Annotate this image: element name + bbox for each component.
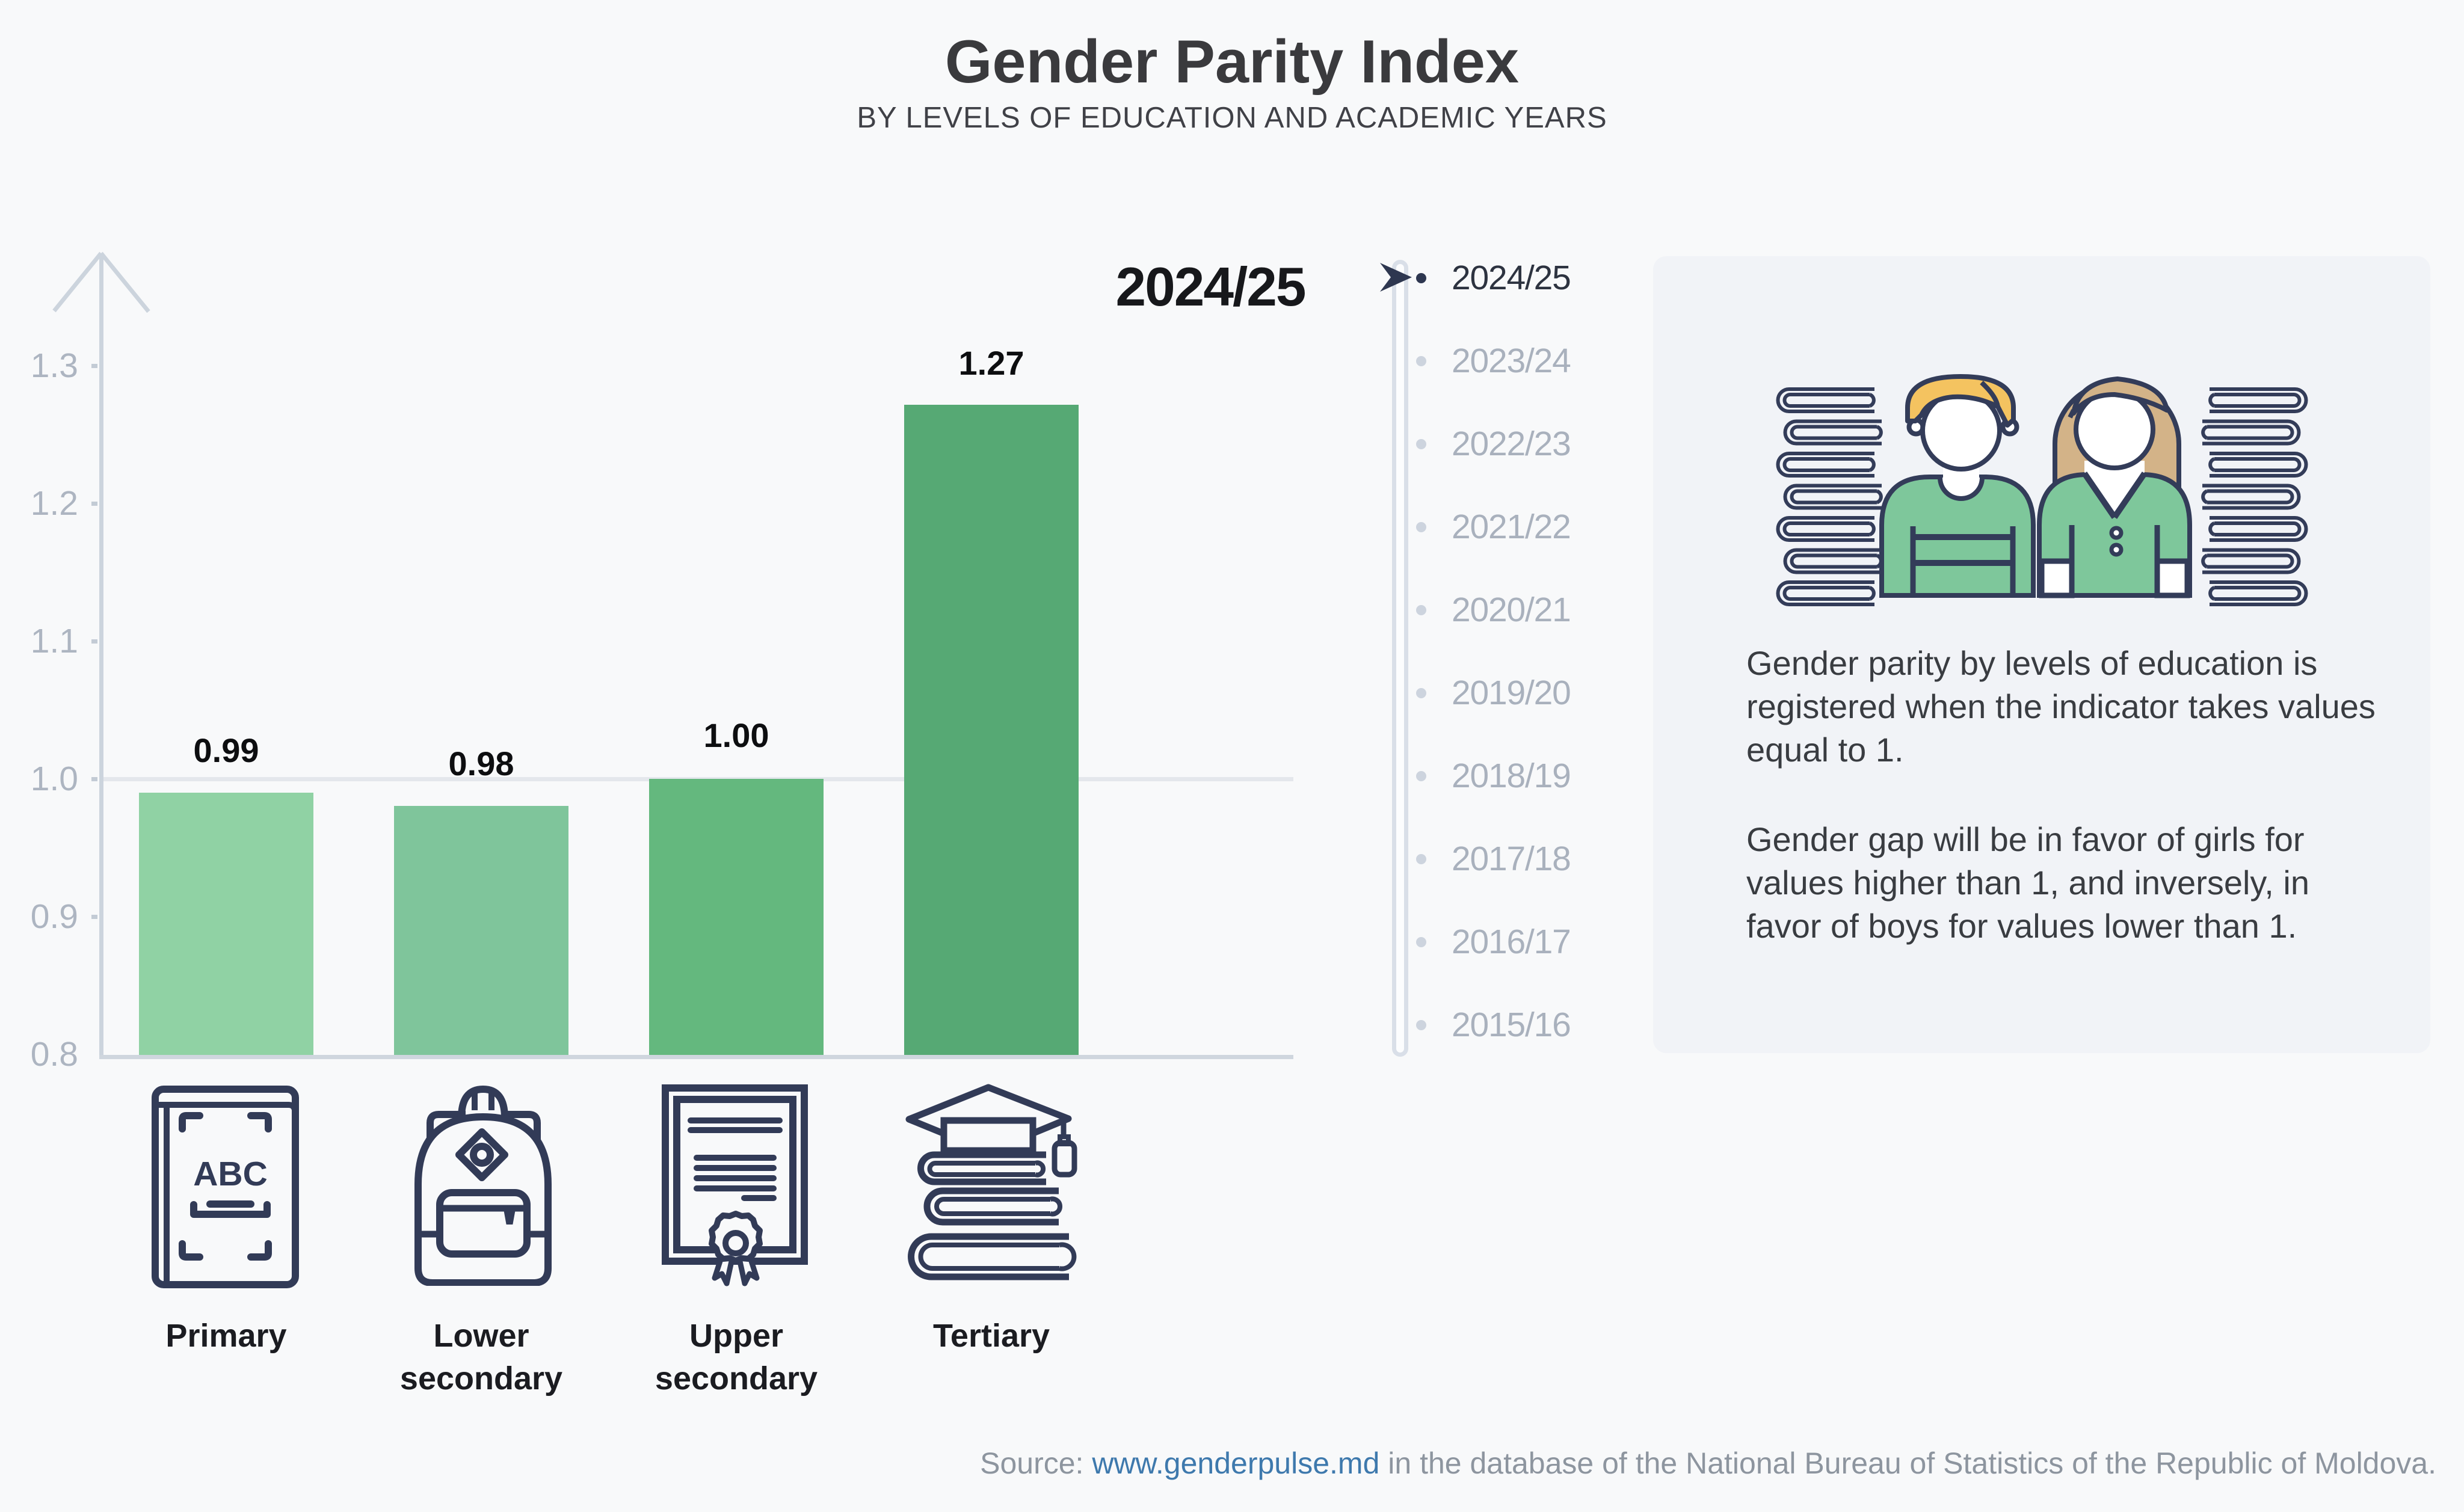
svg-text:ABC: ABC <box>193 1155 268 1193</box>
